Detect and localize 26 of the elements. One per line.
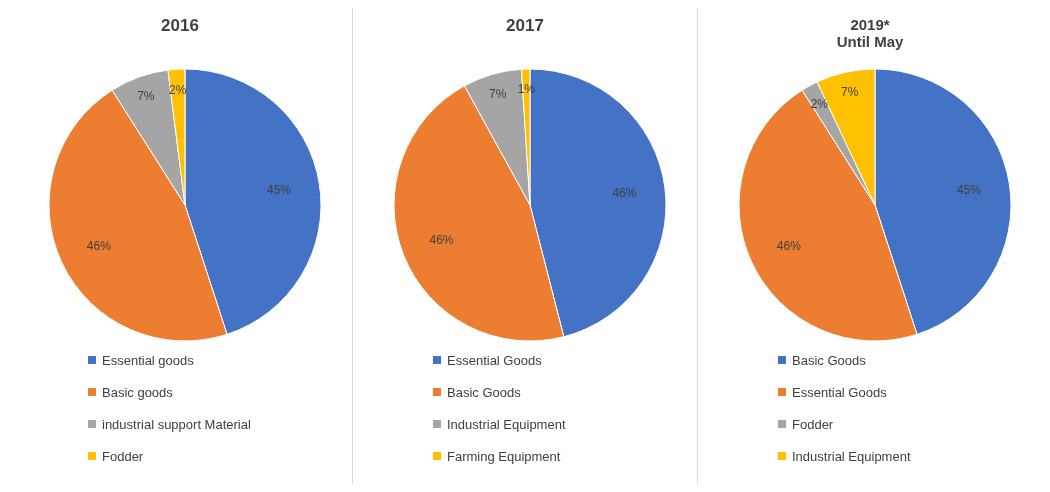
data-label: 45% bbox=[267, 183, 292, 198]
data-label: 7% bbox=[489, 86, 507, 101]
legend-label: Industrial Equipment bbox=[792, 448, 911, 464]
legend-label: Fodder bbox=[102, 448, 144, 464]
data-label: 7% bbox=[137, 89, 155, 104]
legend-label: Industrial Equipment bbox=[447, 416, 566, 432]
data-label: 1% bbox=[517, 82, 536, 97]
data-label: 7% bbox=[841, 85, 859, 100]
legend-label: industrial support Material bbox=[102, 416, 251, 432]
data-label: 46% bbox=[612, 186, 637, 201]
chart-title: 2016 bbox=[160, 16, 200, 36]
data-label: 46% bbox=[86, 238, 112, 253]
legend-label: Farming Equipment bbox=[447, 448, 561, 464]
legend-label: Basic Goods bbox=[447, 384, 521, 400]
chart-subtitle: Until May bbox=[835, 33, 905, 50]
legend-label: Fodder bbox=[792, 416, 834, 432]
legend-label: Essential Goods bbox=[447, 352, 542, 368]
legend-label: Basic Goods bbox=[792, 352, 866, 368]
data-label: 45% bbox=[957, 183, 982, 198]
legend-label: Basic goods bbox=[102, 384, 173, 400]
legend-label: Essential Goods bbox=[792, 384, 887, 400]
data-label: 46% bbox=[776, 238, 802, 253]
data-label: 46% bbox=[429, 233, 454, 248]
chart-title: 2019* bbox=[849, 16, 891, 33]
legend-label: Essential goods bbox=[102, 352, 194, 368]
chart-title: 2017 bbox=[505, 16, 545, 36]
